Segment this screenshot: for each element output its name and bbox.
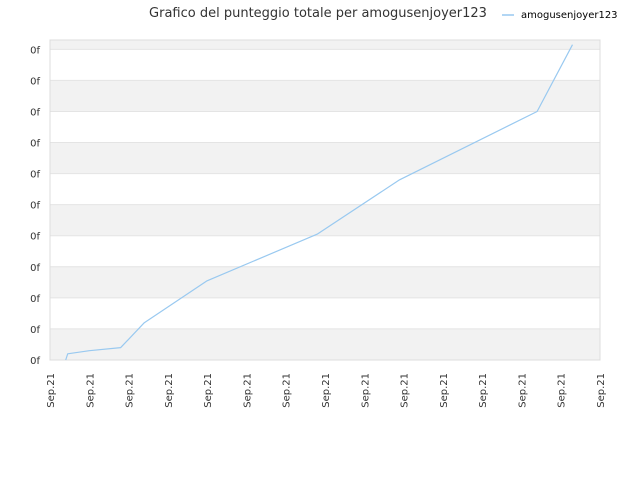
plot-band — [50, 40, 600, 50]
y-tick-label: 0f — [30, 139, 40, 150]
x-tick-label: Sep.21 — [439, 373, 450, 408]
plot-band — [50, 80, 600, 112]
x-tick-label: Sep.21 — [203, 373, 214, 408]
x-tick-label: Sep.21 — [85, 373, 96, 408]
y-tick-label: 0f — [30, 45, 40, 56]
x-tick-label: Sep.21 — [282, 373, 293, 408]
y-axis: 0f 0f 0f 0f 0f 0f 0f 0f 0f 0f 0f — [30, 45, 40, 367]
plot-band — [50, 142, 600, 174]
y-tick-label: 0f — [30, 232, 40, 243]
plot-band — [50, 297, 600, 329]
x-tick-label: Sep.21 — [321, 373, 332, 408]
legend-label: amogusenjoyer123 — [521, 10, 618, 21]
plot-band — [50, 266, 600, 298]
y-tick-label: 0f — [30, 294, 40, 305]
y-tick-label: 0f — [30, 170, 40, 181]
x-tick-label: Sep.21 — [517, 373, 528, 408]
series-layer — [65, 44, 574, 361]
plot-bands — [50, 40, 600, 360]
x-tick-label: Sep.21 — [164, 373, 175, 408]
x-tick-label: Sep.21 — [46, 373, 57, 408]
plot-band — [50, 49, 600, 81]
y-tick-label: 0f — [30, 201, 40, 212]
plot-band — [50, 111, 600, 143]
x-tick-label: Sep.21 — [596, 373, 607, 408]
x-tick-label: Sep.21 — [478, 373, 489, 408]
x-tick-label: Sep.21 — [242, 373, 253, 408]
plot-band — [50, 235, 600, 267]
plot-band — [50, 328, 600, 360]
chart-title: Grafico del punteggio totale per amoguse… — [149, 6, 487, 21]
x-tick-label: Sep.21 — [400, 373, 411, 408]
x-tick-label: Sep.21 — [125, 373, 136, 408]
y-tick-label: 0f — [30, 263, 40, 274]
x-tick-label: Sep.21 — [557, 373, 568, 408]
plot-band — [50, 173, 600, 205]
plot-band — [50, 204, 600, 236]
x-axis: Sep.21 Sep.21 Sep.21 Sep.21 Sep.21 Sep.21 Sep.… — [46, 373, 607, 408]
y-tick-label: 0f — [30, 356, 40, 367]
y-tick-label: 0f — [30, 107, 40, 118]
plot-area-border — [49, 39, 601, 361]
y-tick-label: 0f — [30, 76, 40, 87]
y-tick-label: 0f — [30, 325, 40, 336]
x-tick-label: Sep.21 — [360, 373, 371, 408]
series-line-amogusenjoyer123 — [65, 44, 574, 361]
legend: amogusenjoyer123 — [502, 10, 618, 21]
